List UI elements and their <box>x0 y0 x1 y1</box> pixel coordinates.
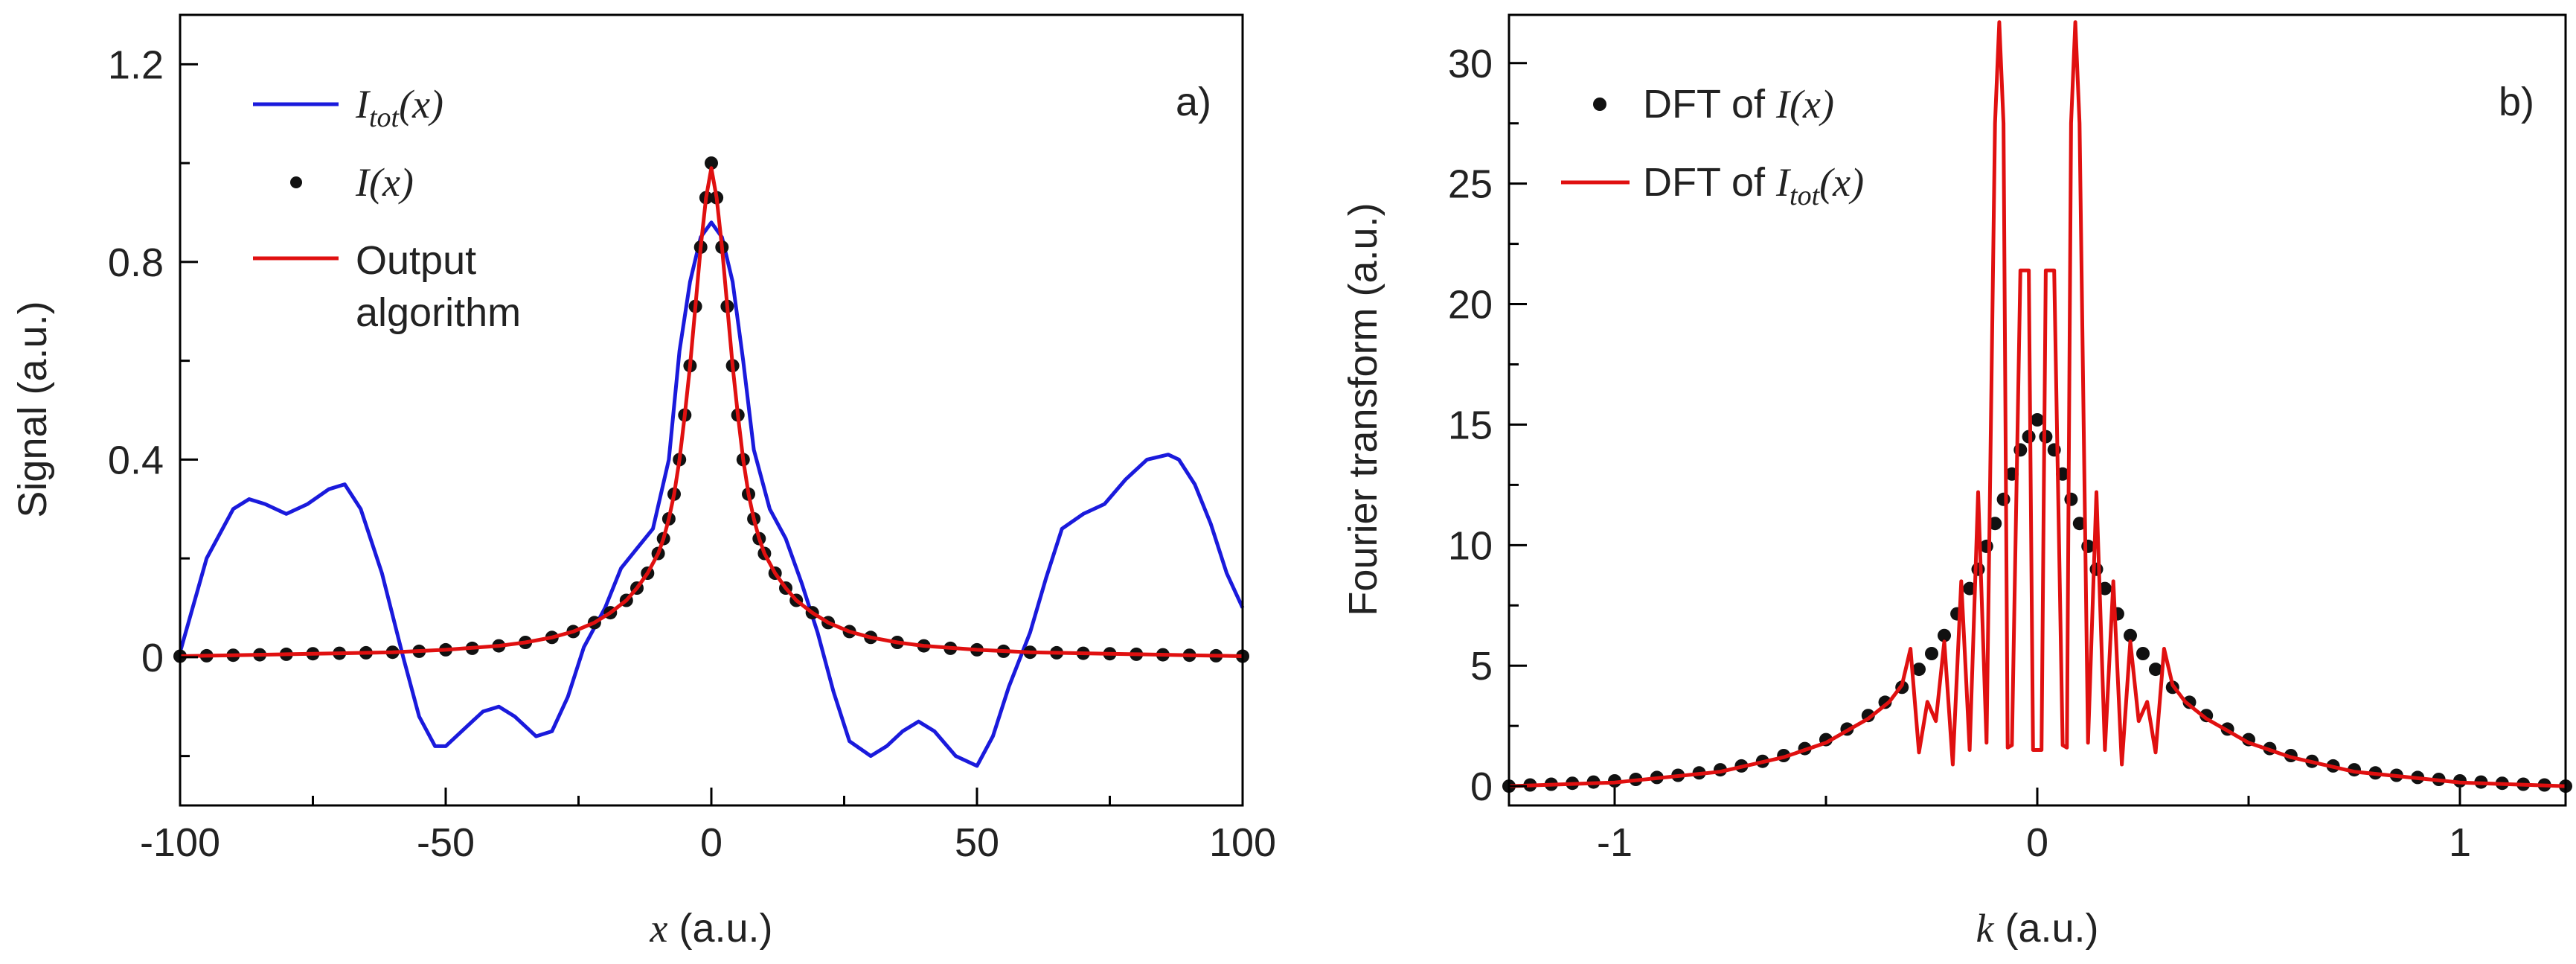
panel-a-ytick-label: 0 <box>141 636 164 680</box>
panel-b-frame <box>1508 13 2567 807</box>
panel-b-xtick-label: 1 <box>2449 820 2471 865</box>
panel-b-xtick-label: -1 <box>1597 820 1633 865</box>
panel-a-xlabel-unit: (a.u.) <box>667 906 772 951</box>
panel-a-legend: Itot(x) I(x) Output algorithm <box>253 82 521 335</box>
panel-b-data-point <box>1912 663 1926 677</box>
panel-b-data-point <box>2031 413 2044 427</box>
legend-a-ix-swatch <box>290 176 302 188</box>
panel-a-series <box>173 156 1249 768</box>
panel-b-label: b) <box>2499 80 2534 124</box>
panel-b-ytick-label: 15 <box>1448 403 1493 447</box>
panel-a-xtick-label: 50 <box>955 820 999 865</box>
panel-a-ticks: -100 -50 0 50 100 0 0.4 0.8 1.2 <box>108 42 1276 865</box>
panel-b-ytick-label: 25 <box>1448 162 1493 207</box>
panel-b-data-point <box>2136 647 2150 660</box>
legend-a-ix-tail: (x) <box>369 160 414 205</box>
panel-a-xlabel: x (a.u.) <box>649 906 772 951</box>
panel-a-ytick-label: 0.8 <box>108 240 164 285</box>
legend-b-dft-i-swatch <box>1593 98 1606 111</box>
panel-a-label: a) <box>1176 80 1211 124</box>
panel-b-xtick-label: 0 <box>2026 820 2048 865</box>
panel-b-data-point <box>1938 628 1951 642</box>
panel-b-data-point <box>1971 562 1985 576</box>
legend-b-dft-i-tail: (x) <box>1790 82 1834 127</box>
panel-b-ytick-label: 0 <box>1470 765 1493 809</box>
legend-b-dft-i-label: DFT of I(x) <box>1643 82 1834 127</box>
panel-b-xlabel-var: k <box>1976 906 1994 951</box>
legend-a-itot-base: I <box>355 82 371 127</box>
panel-a-xtick-label: 0 <box>700 820 723 865</box>
legend-b-dft-i-prefix: DFT of <box>1643 82 1776 127</box>
panel-b-ytick-label: 5 <box>1470 644 1493 689</box>
panel-a-ytick-label: 0.4 <box>108 438 164 482</box>
panel-a-series-line-0 <box>178 220 1245 768</box>
panel-b-ytick-label: 10 <box>1448 523 1493 568</box>
panel-a-xtick-label: 100 <box>1209 820 1276 865</box>
panel-b-xlabel-unit: (a.u.) <box>1993 906 2098 951</box>
legend-a-output-line1: Output <box>356 238 476 283</box>
panel-b-ytick-label: 30 <box>1448 42 1493 86</box>
panel-b-series <box>1502 20 2572 794</box>
legend-a-itot-tail: (x) <box>399 82 443 127</box>
legend-b-dft-itot-tail: (x) <box>1819 160 1864 205</box>
legend-a-ix-label: I(x) <box>355 160 414 205</box>
legend-a-itot-sub: tot <box>369 102 400 133</box>
panel-a-series-line-2 <box>179 166 1243 658</box>
panel-b-data-point <box>2064 492 2078 506</box>
panel-b-xlabel: k (a.u.) <box>1976 906 2098 951</box>
panel-b-data-point <box>1996 492 2011 506</box>
panel-a-data-point <box>705 156 718 170</box>
legend-a-ix-base: I <box>355 160 371 205</box>
legend-b-dft-itot-base: I <box>1775 160 1792 205</box>
legend-a-itot-label: Itot(x) <box>355 82 443 133</box>
panel-a-xtick-label: -100 <box>140 820 220 865</box>
panel-a-xlabel-var: x <box>649 906 667 951</box>
panel-b-ylabel: Fourier transform (a.u.) <box>1341 202 1385 616</box>
panel-b-data-point <box>2124 628 2137 642</box>
legend-b-dft-itot-prefix: DFT of <box>1643 160 1776 205</box>
panel-a-ylabel: Signal (a.u.) <box>10 301 55 517</box>
panel-b-legend: DFT of I(x) DFT of Itot(x) <box>1561 82 1864 211</box>
legend-a-output-line2: algorithm <box>356 290 521 335</box>
panel-b-data-point <box>2089 562 2104 576</box>
legend-b-dft-itot-label: DFT of Itot(x) <box>1643 160 1864 211</box>
legend-b-dft-itot-sub: tot <box>1790 180 1821 211</box>
panel-a-xtick-label: -50 <box>417 820 475 865</box>
panel-b-data-point <box>2149 663 2162 677</box>
panel-a-frame <box>179 13 1244 807</box>
panel-b-data-point <box>1925 647 1938 660</box>
legend-b-dft-i-base: I <box>1775 82 1792 127</box>
panel-b-ytick-label: 20 <box>1448 283 1493 328</box>
panel-a-ytick-label: 1.2 <box>108 42 164 87</box>
panel-b-data-point <box>1988 517 2002 531</box>
panel-b-data-point <box>2072 517 2086 531</box>
panel-b-series-line-1 <box>1508 20 2566 788</box>
